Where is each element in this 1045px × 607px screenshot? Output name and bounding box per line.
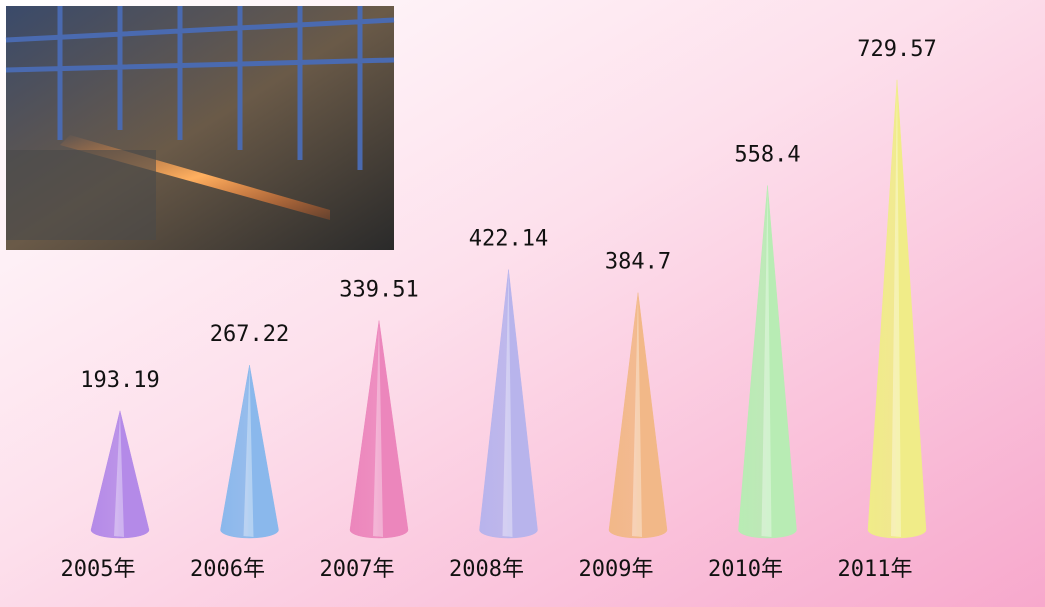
value-label: 339.51	[339, 278, 418, 303]
plot-area: 193.19 2005年 267.22 2006年 339.51 2007年 422.14 2…	[61, 37, 937, 582]
value-label: 422.14	[469, 227, 548, 252]
cone-highlight	[891, 79, 901, 537]
x-tick-label: 2008年	[449, 557, 524, 582]
value-label: 558.4	[734, 142, 800, 167]
value-label: 267.22	[210, 322, 289, 347]
value-label: 193.19	[80, 368, 159, 393]
cone-highlight	[373, 320, 383, 537]
x-tick-label: 2005年	[61, 557, 136, 582]
factory-photo	[5, 6, 395, 250]
value-label: 384.7	[605, 250, 671, 275]
value-label: 729.57	[857, 37, 936, 62]
cone	[738, 185, 797, 539]
cone	[220, 365, 279, 539]
cone-highlight	[114, 410, 124, 537]
x-tick-label: 2006年	[190, 557, 265, 582]
cone	[349, 320, 409, 539]
cone-highlight	[502, 269, 513, 537]
x-tick-label: 2010年	[708, 557, 783, 582]
cone-highlight	[761, 185, 772, 537]
x-tick-label: 2009年	[579, 557, 654, 582]
x-tick-label: 2007年	[320, 557, 395, 582]
x-tick-label: 2011年	[838, 557, 913, 582]
cone	[867, 79, 927, 539]
cone-highlight	[632, 292, 642, 537]
cone	[608, 292, 668, 539]
cone-highlight	[243, 365, 254, 537]
cone	[479, 269, 538, 539]
cone	[90, 410, 150, 539]
